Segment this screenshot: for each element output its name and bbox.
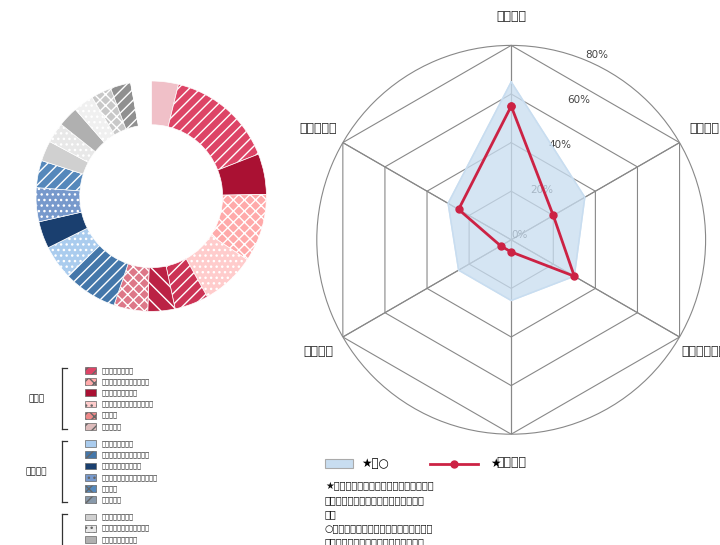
Wedge shape — [151, 81, 179, 127]
Bar — [85, 474, 96, 481]
Text: 都道府県税: 都道府県税 — [102, 496, 121, 503]
Wedge shape — [36, 161, 84, 191]
Text: 都道府県税: 都道府県税 — [102, 423, 121, 429]
Wedge shape — [86, 180, 151, 259]
Wedge shape — [148, 266, 175, 311]
Wedge shape — [139, 132, 216, 261]
Wedge shape — [86, 180, 151, 259]
Text: 県産木材地場業者配分利得: 県産木材地場業者配分利得 — [102, 525, 149, 531]
Text: ★＋○: ★＋○ — [361, 457, 389, 470]
Text: 大阪府内
26%: 大阪府内 26% — [105, 199, 139, 231]
Bar — [325, 459, 353, 469]
Bar — [85, 423, 96, 429]
Wedge shape — [61, 110, 104, 152]
Text: 県産木材利用剰余: 県産木材利用剰余 — [102, 440, 133, 447]
Text: 共生圈内企業利益剰余: 共生圈内企業利益剰余 — [102, 463, 141, 469]
Text: ○：当該事業による影響が波及すること
で、間接的に改善・向上することが見
込まれる: ○：当該事業による影響が波及すること で、間接的に改善・向上することが見 込まれ… — [325, 523, 433, 545]
Text: 奈良県内
53%: 奈良県内 53% — [169, 184, 202, 215]
Text: 地域内企業地場業者配分利得: 地域内企業地場業者配分利得 — [102, 401, 153, 407]
Text: 地域内: 地域内 — [28, 394, 45, 403]
Text: 県産木材利用剰余: 県産木材利用剰余 — [102, 367, 133, 374]
Text: 県産木材地場業者配分利得: 県産木材地場業者配分利得 — [102, 452, 149, 458]
Wedge shape — [36, 187, 81, 222]
Polygon shape — [448, 82, 585, 300]
Bar — [85, 536, 96, 543]
Wedge shape — [50, 124, 95, 162]
Wedge shape — [92, 88, 126, 135]
Bar — [85, 378, 96, 385]
Wedge shape — [166, 258, 207, 309]
Text: 圈域圈内: 圈域圈内 — [25, 467, 47, 476]
Bar — [85, 440, 96, 447]
Text: 共生圈内企業地場業者配分利得: 共生圈内企業地場業者配分利得 — [102, 474, 157, 481]
Wedge shape — [89, 132, 151, 196]
Text: ★: ★ — [490, 457, 500, 470]
Wedge shape — [139, 132, 216, 261]
Text: 地域外企業利益剰余: 地域外企業利益剰余 — [102, 536, 138, 543]
Wedge shape — [76, 98, 114, 142]
Wedge shape — [186, 235, 248, 297]
Wedge shape — [89, 132, 151, 196]
Wedge shape — [111, 83, 138, 129]
Circle shape — [86, 131, 217, 262]
Bar — [85, 525, 96, 531]
Text: ★：当該事業を通じて直接的に就きかけ
を行い、改善・向上することが見込ま
れる: ★：当該事業を通じて直接的に就きかけ を行い、改善・向上することが見込ま れる — [325, 481, 433, 519]
Bar — [85, 367, 96, 374]
Wedge shape — [42, 142, 89, 174]
Bar — [85, 401, 96, 408]
Bar — [85, 513, 96, 520]
Text: 市町村税: 市町村税 — [102, 412, 117, 419]
Wedge shape — [217, 154, 266, 195]
Wedge shape — [39, 212, 87, 248]
Wedge shape — [168, 84, 258, 170]
Wedge shape — [114, 264, 149, 311]
Text: 市町村税: 市町村税 — [102, 485, 117, 492]
Bar — [85, 496, 96, 503]
Wedge shape — [68, 246, 128, 305]
Bar — [85, 411, 96, 419]
Text: 地域内企業利益剰余: 地域内企業利益剰余 — [102, 390, 138, 396]
Wedge shape — [211, 195, 266, 259]
Bar — [85, 451, 96, 458]
Bar — [85, 463, 96, 469]
Circle shape — [86, 132, 216, 261]
Bar — [85, 390, 96, 396]
Wedge shape — [48, 228, 99, 276]
Text: 県産木材利用剰余: 県産木材利用剰余 — [102, 513, 133, 520]
Text: 県産木材地場業者配分利得: 県産木材地場業者配分利得 — [102, 378, 149, 385]
Wedge shape — [130, 81, 151, 126]
Bar — [85, 485, 96, 492]
